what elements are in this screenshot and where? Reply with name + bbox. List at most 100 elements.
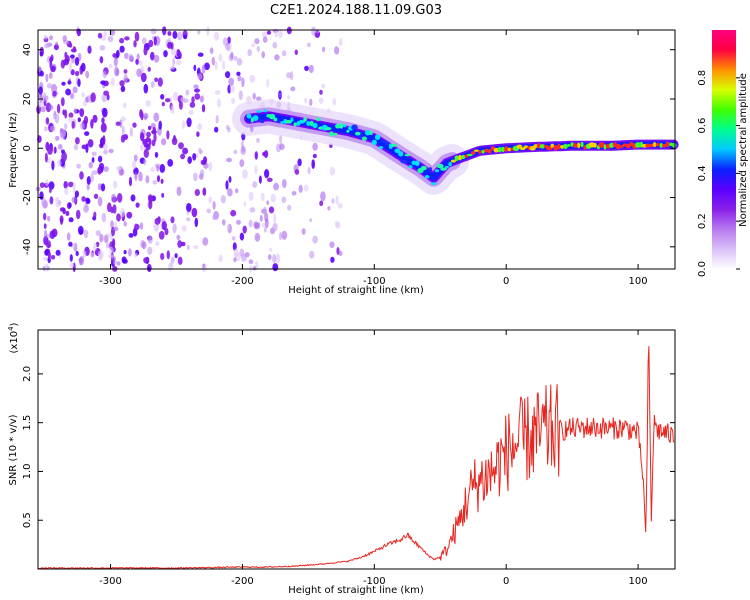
spectrogram-noise-speckle xyxy=(258,175,262,184)
spectrogram-noise-speckle xyxy=(309,218,312,223)
spectrogram-noise-speckle xyxy=(251,43,255,48)
spectrogram-ridge-blob xyxy=(497,146,502,153)
spectrogram-ridge-blob xyxy=(504,146,509,152)
spectrogram-noise-speckle xyxy=(180,241,186,247)
spectrogram-noise-speckle xyxy=(90,252,95,258)
spectrogram-noise-speckle xyxy=(135,58,139,65)
spectrogram-noise-speckle xyxy=(227,36,231,44)
spectrogram-ridge-blob xyxy=(473,149,480,152)
spectrogram-noise-speckle xyxy=(120,134,126,143)
spectrogram-ridge-blob xyxy=(588,142,596,148)
spectrogram-noise-speckle xyxy=(38,102,44,107)
spectrogram-noise-speckle xyxy=(140,72,147,83)
spectrogram-noise-speckle xyxy=(148,39,154,48)
spectrogram-noise-speckle xyxy=(134,223,140,231)
spectrogram-noise-speckle xyxy=(218,254,223,263)
spectrogram-noise-speckle xyxy=(329,166,336,176)
spectrogram-noise-speckle xyxy=(71,58,75,64)
spectrogram-noise-speckle xyxy=(218,53,223,62)
spectrogram-noise-speckle xyxy=(47,215,51,222)
spectrogram-noise-speckle xyxy=(115,121,121,126)
spectrogram-noise-speckle xyxy=(82,101,87,107)
spectrogram-ridge-blob xyxy=(656,142,660,147)
spectrogram-noise-speckle xyxy=(177,32,183,41)
colorbar-ticks: 0.0 0.2 0.4 0.6 0.8 xyxy=(697,70,740,277)
spectrogram-noise-speckle xyxy=(185,89,190,96)
spectrogram-noise-speckle xyxy=(247,49,252,57)
spectrogram-noise-speckle xyxy=(119,37,125,44)
spectrogram-noise-speckle xyxy=(334,46,340,55)
spectrogram-noise-speckle xyxy=(243,201,247,207)
spectrogram-noise-speckle xyxy=(116,213,121,222)
spectrogram-noise-speckle xyxy=(73,144,79,151)
spectrogram-noise-speckle xyxy=(331,198,335,204)
spectrogram-ridge-blob xyxy=(420,165,427,171)
spectrogram-noise-speckle xyxy=(153,112,160,122)
spectrogram-noise-speckle xyxy=(77,117,82,123)
spectrogram-noise-speckle xyxy=(91,157,95,163)
spectrogram-noise-speckle xyxy=(54,113,60,124)
spectrogram-noise-speckle xyxy=(161,101,165,107)
spectrogram-noise-speckle xyxy=(225,125,230,130)
spectrogram-noise-speckle xyxy=(61,151,67,162)
snr-y-tick-label: 0.5 xyxy=(22,512,33,528)
spectrogram-noise-speckle xyxy=(304,97,307,104)
spectrogram-noise-speckle xyxy=(101,117,105,124)
spectrogram-noise-speckle xyxy=(298,184,303,193)
spectrogram-noise-speckle xyxy=(256,45,260,52)
spectrogram-noise-speckle xyxy=(201,104,206,113)
spectrogram-noise-speckle xyxy=(329,241,335,248)
spectrogram-noise-speckle xyxy=(154,77,159,83)
spectrogram-noise-speckle xyxy=(172,91,179,101)
spectrogram-ridge-blob xyxy=(384,141,391,146)
spectrogram-ridge-blob xyxy=(381,139,388,143)
spectrogram-noise-speckle xyxy=(266,30,272,35)
spectrogram-noise-speckle xyxy=(99,45,106,51)
spectrogram-ridge-blob xyxy=(577,142,581,149)
spectrogram-noise-speckle xyxy=(287,204,292,211)
spectrogram-noise-speckle xyxy=(68,112,74,118)
spectrogram-noise-speckle xyxy=(332,98,337,106)
colorbar-tick-label: 0.6 xyxy=(697,118,708,134)
spectrogram-noise-speckle xyxy=(64,51,68,59)
spectrogram-noise-speckle xyxy=(45,73,49,83)
spectrogram-noise-speckle xyxy=(138,171,143,182)
spectrogram-noise-speckle xyxy=(127,248,132,257)
spectrogram-noise-speckle xyxy=(191,96,195,104)
spectrogram-noise-speckle xyxy=(145,175,150,184)
spectrogram-noise-speckle xyxy=(297,158,302,167)
spectrogram-noise-speckle xyxy=(70,69,75,76)
spectrogram-noise-speckle xyxy=(147,66,151,72)
spectrogram-noise-speckle xyxy=(147,125,152,131)
spectrogram-noise-speckle xyxy=(238,90,243,100)
spectrogram-noise-speckle xyxy=(191,207,198,218)
spectrogram-noise-speckle xyxy=(264,169,270,179)
spectrogram-noise-speckle xyxy=(145,100,151,107)
spectrogram-noise-speckle xyxy=(112,226,119,232)
spectrogram-noise-speckle xyxy=(140,65,144,72)
spectrogram-frame xyxy=(37,29,676,270)
spectrogram-noise-speckle xyxy=(279,231,282,241)
spectrogram-noise-speckle xyxy=(49,56,53,63)
spectrogram-noise-speckle xyxy=(209,47,214,54)
spectrogram-noise-speckle xyxy=(160,252,165,261)
spectrogram-ridge-blob xyxy=(557,143,561,150)
spectrogram-noise-speckle xyxy=(153,54,160,63)
spectrogram-noise-speckle xyxy=(301,228,306,235)
spectrogram-noise-speckle xyxy=(322,46,326,53)
spectrogram-noise-speckle xyxy=(256,137,260,143)
spectrogram-ridge-blob xyxy=(619,145,624,148)
spectrogram-noise-speckle xyxy=(97,167,102,175)
spectrogram-noise-speckle xyxy=(102,135,106,145)
spectrogram-noise-speckle xyxy=(248,219,253,228)
spectrogram-ridge-blob xyxy=(598,142,606,148)
spectrogram-ridge-blob xyxy=(580,141,584,148)
spectrogram-noise-speckle xyxy=(228,176,232,183)
spectrogram-noise-speckle xyxy=(48,104,54,110)
spectrogram-noise-speckle xyxy=(42,256,49,261)
spectrogram-noise-speckle xyxy=(197,123,202,131)
spectrogram-noise-speckle xyxy=(134,171,138,181)
spectrogram-ridge-blob xyxy=(487,149,492,154)
spectrogram-ridge-blob xyxy=(444,165,449,169)
spectrogram-noise-speckle xyxy=(68,217,74,223)
